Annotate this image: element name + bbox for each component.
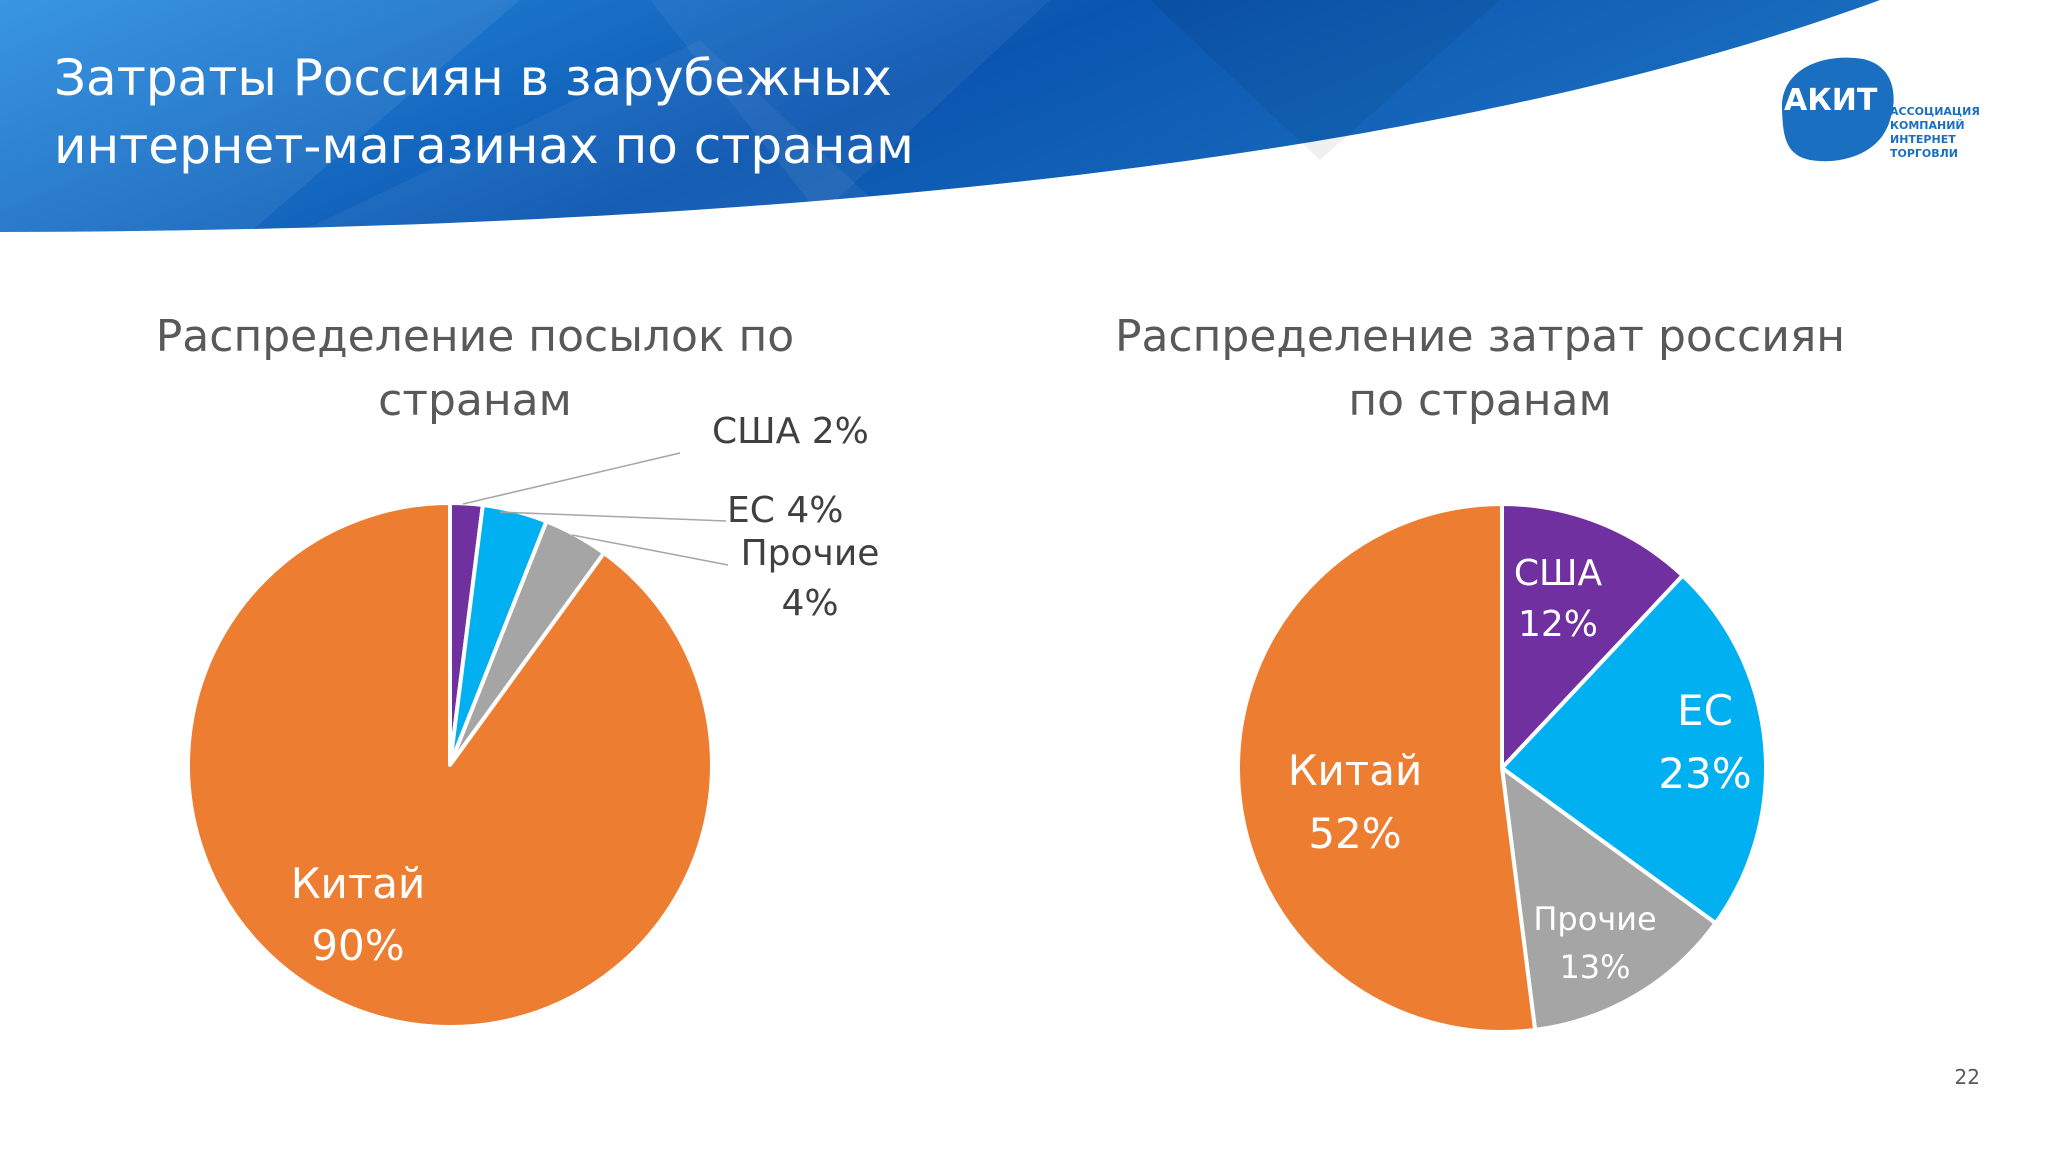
slice-label-other-name: Прочие [1533, 900, 1656, 938]
logo-text-line-4: ТОРГОВЛИ [1890, 147, 1959, 160]
slice-label-usa: США 2% [712, 411, 869, 452]
leader-line-usa [462, 452, 681, 505]
leader-line-other [571, 534, 729, 566]
slice-label-other-name: Прочие [741, 533, 880, 574]
leader-line-eu [499, 511, 727, 522]
chart-2-title-line-1: Распределение затрат россиян [1114, 311, 1846, 362]
pie-chart-spending-labels: США 12% ЕС 23% Прочие 13% Китай 52% [1288, 553, 1752, 986]
slice-label-china-name: Китай [291, 859, 426, 908]
logo-mark: АКИТ [1784, 83, 1878, 118]
spending-slice-ЕС [1500, 573, 1768, 926]
slice-label-usa-name: США [1514, 553, 1603, 594]
chart-1-title-line-1: Распределение посылок по [155, 311, 795, 362]
slice-label-eu: ЕС 4% [727, 490, 843, 531]
slice-label-china-name: Китай [1288, 746, 1423, 795]
logo-text-line-1: АССОЦИАЦИЯ [1890, 105, 1980, 118]
slide-title: Затраты Россиян в зарубежных интернет-ма… [54, 44, 1054, 180]
logo-text: АССОЦИАЦИЯ КОМПАНИЙ ИНТЕРНЕТ ТОРГОВЛИ [1890, 105, 2010, 161]
spending-slice-Китай [1236, 502, 1538, 1034]
slice-label-other-value: 13% [1559, 948, 1630, 986]
slice-label-eu-name: ЕС [1677, 686, 1733, 735]
page-number: 22 [1954, 1065, 1980, 1089]
logo-text-line-2: КОМПАНИЙ [1890, 119, 1965, 132]
pie-chart-spending [1236, 502, 1768, 1034]
chart-1-title: Распределение посылок по странам [150, 305, 800, 433]
slice-label-china-value: 90% [311, 921, 404, 970]
parcels-slice-Китай [186, 501, 714, 1029]
header-banner [0, 0, 1880, 232]
pie-chart-parcels [186, 501, 714, 1029]
chart-2-title-line-2: по странам [1348, 375, 1612, 426]
slice-label-eu-value: 23% [1658, 749, 1751, 798]
slice-label-usa-value: 12% [1518, 604, 1598, 645]
slide-title-line-2: интернет-магазинах по странам [54, 117, 914, 175]
spending-slice-Прочие [1500, 766, 1718, 1032]
logo-text-line-3: ИНТЕРНЕТ [1890, 133, 1956, 146]
chart-1-title-line-2: странам [378, 375, 572, 426]
slice-label-other-value: 4% [781, 583, 838, 624]
slice-label-china-value: 52% [1308, 809, 1401, 858]
spending-slice-США [1500, 502, 1685, 770]
chart-2-title: Распределение затрат россиян по странам [1100, 305, 1860, 433]
slide-title-line-1: Затраты Россиян в зарубежных [54, 49, 892, 107]
pie-chart-parcels-labels: США 2% ЕС 4% Прочие 4% Китай 90% [291, 411, 880, 970]
akit-logo: АКИТ [1781, 57, 1894, 162]
